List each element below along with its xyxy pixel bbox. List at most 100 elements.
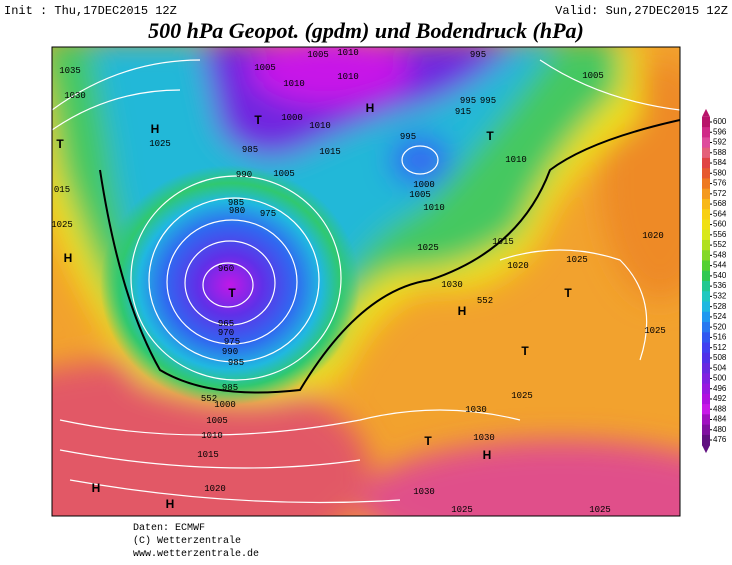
isobar-label: 1010 [309, 121, 331, 131]
contour-552 [99, 119, 680, 394]
isobar-label: 1020 [642, 231, 664, 241]
init-time: Init : Thu,17DEC2015 12Z [4, 4, 177, 18]
pressure-center: H [366, 101, 375, 115]
pressure-center: T [56, 137, 64, 151]
website: www.wetterzentrale.de [133, 548, 259, 560]
isobar-label: 965 [218, 319, 234, 329]
colorbar-segment [702, 414, 710, 426]
isobar-label: 1010 [337, 48, 359, 58]
isobar-label: 975 [260, 209, 276, 219]
colorbar-tick-label: 596 [713, 127, 727, 136]
colorbar-tick-label: 584 [713, 158, 727, 167]
pressure-center: H [483, 448, 492, 462]
pressure-center: H [64, 251, 73, 265]
isobar-label: 552 [477, 296, 493, 306]
colorbar-tick-label: 520 [713, 322, 727, 331]
pressure-center: T [254, 113, 262, 127]
isobar-label: 1025 [511, 391, 533, 401]
isobar-label: 1025 [566, 255, 588, 265]
pressure-center: T [424, 434, 432, 448]
colorbar-segment [702, 178, 710, 190]
colorbar-segment [702, 434, 710, 446]
colorbar-tick-label: 532 [713, 291, 727, 300]
colorbar-tick-label: 488 [713, 404, 727, 413]
colorbar-segment [702, 209, 710, 220]
colorbar-segment [702, 393, 710, 405]
colorbar-segment [702, 270, 710, 282]
map-area: 1035 1030 1025 015 1025 1005 1010 1010 1010 1005 9… [51, 47, 680, 516]
colorbar-segment [702, 147, 710, 159]
colorbar-tick-label: 476 [713, 435, 727, 444]
colorbar-segment [702, 250, 710, 261]
isobar-label: 1030 [64, 91, 86, 101]
colorbar-segment [702, 424, 710, 436]
isobar-label: 995 [470, 50, 486, 60]
isobar-label: 1025 [451, 505, 473, 515]
isobar-label: 1005 [307, 50, 329, 60]
isobar-label: 1000 [281, 113, 303, 123]
isobar-label: 985 [242, 145, 258, 155]
isobar-label: 015 [54, 185, 70, 195]
colorbar-segment [702, 281, 710, 292]
colorbar-tick-label: 572 [713, 189, 727, 198]
pressure-center: T [564, 286, 572, 300]
colorbar-segment [702, 363, 710, 374]
colorbar-tick-label: 568 [713, 199, 727, 208]
colorbar-segment [702, 332, 710, 344]
pressure-center: T [228, 286, 236, 300]
map-labels: 1035 1030 1025 015 1025 1005 1010 1010 1010 1005 9… [51, 48, 666, 515]
isobar-label: 1010 [423, 203, 445, 213]
isobars [52, 59, 680, 504]
map-frame [51, 46, 681, 517]
isobar-label: 1005 [582, 71, 604, 81]
pressure-center: T [521, 344, 529, 358]
colorbar: 6005965925885845805765725685645605565525… [702, 108, 727, 454]
isobar-label: 990 [222, 347, 238, 357]
data-source: Daten: ECMWF [133, 523, 205, 534]
isobar-label: 1010 [201, 431, 223, 441]
colorbar-tick-label: 484 [713, 415, 727, 424]
colorbar-segment [702, 311, 710, 323]
pressure-center: T [486, 129, 494, 143]
valid-time: Valid: Sun,27DEC2015 12Z [555, 4, 728, 18]
colorbar-segment [702, 404, 710, 415]
isobar-label: 1025 [149, 139, 171, 149]
isobar-label: 1015 [492, 237, 514, 247]
colorbar-cap-bottom [702, 445, 710, 454]
isobar-label: 995 [460, 96, 476, 106]
isobar-label: 1030 [413, 487, 435, 497]
isobar-label: 1000 [214, 400, 236, 410]
colorbar-tick-label: 512 [713, 343, 727, 352]
isobar-label: 995 [480, 96, 496, 106]
colorbar-segment [702, 301, 710, 313]
isobar-label: 980 [229, 206, 245, 216]
colorbar-segment [702, 239, 710, 251]
colorbar-tick-label: 492 [713, 394, 727, 403]
isobar-label: 1010 [505, 155, 527, 165]
map-title: 500 hPa Geopot. (gpdm) und Bodendruck (h… [148, 18, 584, 43]
isobar-label: 552 [201, 394, 217, 404]
colorbar-segment [702, 352, 710, 364]
isobar-label: 1035 [59, 66, 81, 76]
colorbar-segment [702, 198, 710, 210]
isobar-label: 1015 [319, 147, 341, 157]
pressure-center: H [92, 481, 101, 495]
isobar-label: 1025 [51, 220, 73, 230]
isobar-label: 985 [228, 198, 244, 208]
isobar-label: 970 [218, 328, 234, 338]
colorbar-tick-label: 504 [713, 363, 727, 372]
isobar-label: 1010 [283, 79, 305, 89]
colorbar-segment [702, 291, 710, 303]
colorbar-tick-label: 552 [713, 240, 727, 249]
isobar-label: 1025 [417, 243, 439, 253]
isobar-label: 990 [236, 170, 252, 180]
isobar-label: 1025 [589, 505, 611, 515]
colorbar-segment [702, 373, 710, 385]
colorbar-tick-label: 580 [713, 168, 727, 177]
isobar-label: 1020 [204, 484, 226, 494]
isobar-label: 1000 [413, 180, 435, 190]
colorbar-segment [702, 127, 710, 138]
colorbar-segment [702, 229, 710, 241]
colorbar-tick-label: 540 [713, 271, 727, 280]
